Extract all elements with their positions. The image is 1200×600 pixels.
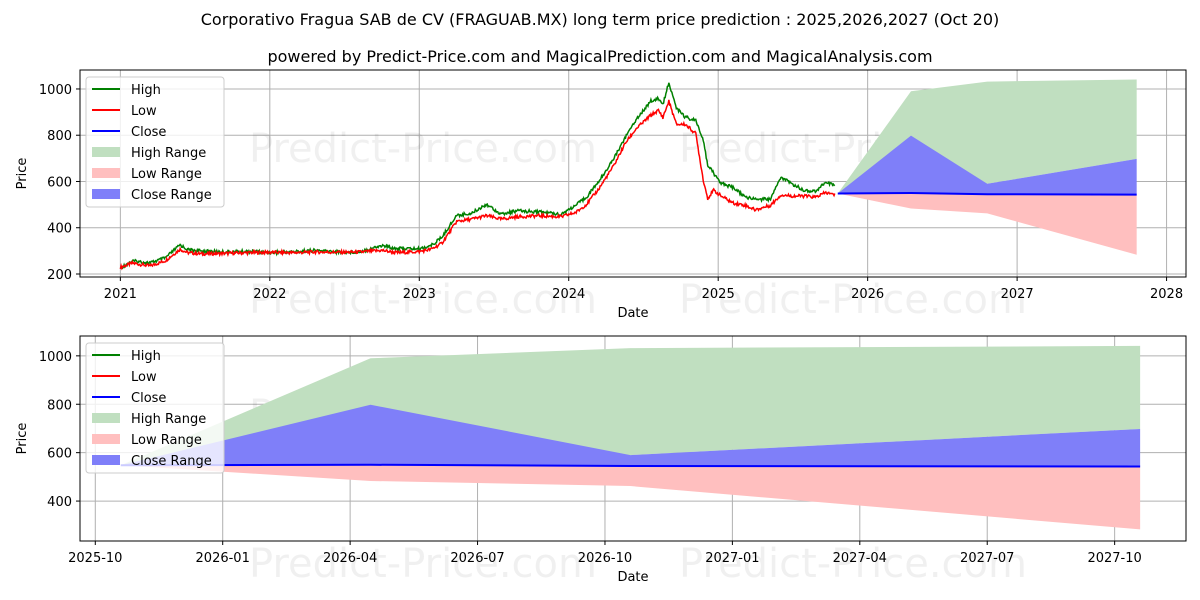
legend-label: Close (131, 391, 166, 406)
y-tick-label: 800 (47, 398, 72, 413)
x-tick-label: 2024 (552, 287, 585, 302)
x-axis-label: Date (617, 306, 648, 321)
watermark: Predict-Price.com (679, 541, 1027, 587)
high-series-line (120, 82, 836, 270)
x-tick-label: 2026-01 (196, 551, 250, 566)
forecast-detail-panel: Predict-Price.comPredict-Price.comPredic… (15, 335, 1187, 587)
low-series-line (119, 99, 836, 271)
legend-label: Low (131, 104, 157, 119)
legend-label: Close Range (131, 188, 212, 203)
plot-frame (79, 335, 1187, 542)
x-tick-label: 2026-07 (450, 551, 504, 566)
x-tick-label: 2022 (253, 287, 286, 302)
close-range-area (837, 135, 1137, 195)
y-axis-label: Price (15, 158, 30, 190)
legend-label: Low Range (131, 433, 202, 448)
legend-swatch (92, 147, 120, 157)
watermark: Predict-Price.com (249, 541, 597, 587)
x-tick-label: 2026-10 (578, 551, 632, 566)
close-forecast-line (120, 463, 1141, 468)
y-tick-label: 400 (47, 222, 72, 237)
x-tick-label: 2027-10 (1087, 551, 1141, 566)
history-forecast-panel: Predict-Price.com Predict-Price.com Predic… (15, 69, 1187, 323)
x-tick-label: 2025 (702, 287, 735, 302)
close-range-area (120, 404, 1141, 467)
legend-box (85, 342, 225, 474)
x-tick-label: 2027 (1001, 287, 1034, 302)
watermark: Predict-Price.com (249, 277, 597, 323)
legend-label: Low Range (131, 167, 202, 182)
legend-swatch (92, 434, 120, 444)
x-tick-label: 2027-01 (705, 551, 759, 566)
x-tick-label: 2023 (403, 287, 436, 302)
x-tick-label: 2026-04 (323, 551, 377, 566)
legend-swatch (92, 189, 120, 199)
x-tick-label: 2026 (851, 287, 884, 302)
x-tick-label: 2021 (104, 287, 137, 302)
watermark: Predict-Price.com (249, 126, 597, 172)
legend-swatch (92, 413, 120, 423)
plot-frame (79, 69, 1187, 278)
legend-swatch (92, 455, 120, 465)
watermark: Predict-Price.com (679, 277, 1027, 323)
y-tick-label: 600 (47, 175, 72, 190)
y-axis-label: Price (15, 423, 30, 455)
x-axis-label: Date (617, 570, 648, 585)
chart-title: Corporativo Fragua SAB de CV (FRAGUAB.MX… (201, 10, 1000, 29)
legend-label: High Range (131, 412, 206, 427)
y-tick-label: 800 (47, 129, 72, 144)
x-tick-label: 2027-04 (833, 551, 887, 566)
y-tick-label: 400 (47, 495, 72, 510)
legend-label: Low (131, 370, 157, 385)
low-range-area (837, 193, 1137, 255)
legend-label: High Range (131, 146, 206, 161)
legend-label: High (131, 83, 161, 98)
x-tick-label: 2027-07 (960, 551, 1014, 566)
y-tick-label: 1000 (39, 350, 72, 365)
legend-label: High (131, 349, 161, 364)
legend-swatch (92, 168, 120, 178)
legend-label: Close (131, 125, 166, 140)
x-tick-label: 2025-10 (68, 551, 122, 566)
y-tick-label: 1000 (39, 83, 72, 98)
x-tick-label: 2028 (1150, 287, 1183, 302)
y-tick-label: 600 (47, 447, 72, 462)
legend-box (85, 76, 225, 208)
close-forecast-line (837, 192, 1137, 196)
legend-label: Close Range (131, 454, 212, 469)
y-tick-label: 200 (47, 268, 72, 283)
low-range-area (120, 464, 1141, 530)
chart-subtitle: powered by Predict-Price.com and Magical… (267, 47, 932, 66)
